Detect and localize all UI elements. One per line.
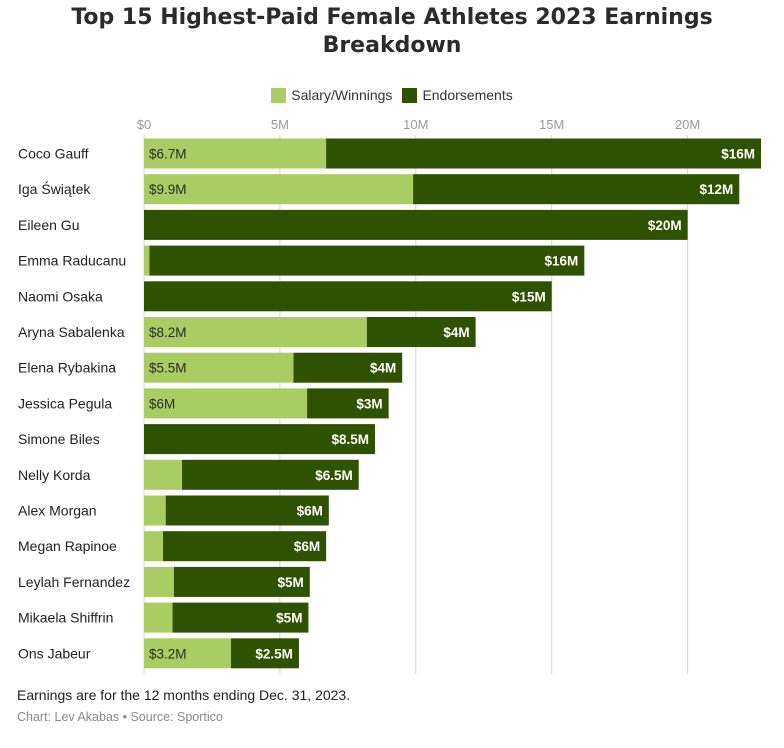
bar-salary-10 [144,495,166,526]
bar-endorsements-3 [149,245,585,276]
data-label-endorsements-6: $4M [370,361,396,376]
data-label-endorsements-2: $20M [648,218,682,233]
bar-endorsements-5 [366,317,476,347]
bar-salary-5 [144,317,367,347]
data-label-salary-14: $3.2M [149,646,187,661]
bar-salary-9 [144,459,183,490]
chart-title: Top 15 Highest-Paid Female Athletes 2023… [71,5,713,58]
data-label-endorsements-9: $6.5M [315,468,353,483]
category-label-9: Nelly Korda [18,467,91,483]
data-label-endorsements-3: $16M [545,254,579,269]
category-label-2: Eileen Gu [18,217,79,233]
bar-endorsements-6 [293,352,403,383]
legend-item-endorsements: Endorsements [402,87,513,103]
bar-endorsements-14 [230,638,299,669]
bar-endorsements-8 [144,424,376,455]
bar-endorsements-4 [144,281,552,312]
bar-salary-14 [144,638,231,669]
legend-label-salary: Salary/Winnings [291,87,393,103]
footnote: Earnings are for the 12 months ending De… [17,687,351,703]
x-tick-label-4: 20M [675,117,700,132]
bar-endorsements-2 [144,209,688,240]
bar-endorsements-9 [182,459,359,490]
data-label-endorsements-12: $5M [278,575,304,590]
data-label-endorsements-1: $12M [699,182,733,197]
data-label-endorsements-14: $2.5M [255,646,293,661]
bar-salary-1 [144,174,414,205]
category-label-11: Megan Rapinoe [18,538,117,554]
data-label-salary-0: $6.7M [149,147,187,162]
bar-endorsements-13 [172,602,309,633]
category-label-7: Jessica Pegula [18,395,112,411]
category-label-5: Aryna Sabalenka [18,324,125,340]
data-label-endorsements-13: $5M [276,611,302,626]
data-label-endorsements-0: $16M [721,147,755,162]
x-tick-label-0: $0 [137,117,151,132]
data-label-endorsements-5: $4M [443,325,469,340]
bar-endorsements-12 [173,566,310,597]
bar-salary-13 [144,602,173,633]
bar-endorsements-10 [165,495,329,526]
chart-credit: Chart: Lev Akabas • Source: Sportico [17,710,223,724]
category-label-14: Ons Jabeur [18,645,91,661]
category-label-13: Mikaela Shiffrin [18,610,113,626]
data-label-endorsements-4: $15M [512,289,546,304]
bar-salary-7 [144,388,308,419]
category-label-0: Coco Gauff [18,146,89,162]
category-label-3: Emma Raducanu [18,253,126,269]
bar-endorsements-1 [413,174,740,205]
bar-salary-12 [144,566,174,597]
legend-swatch-endorsements [402,87,418,103]
category-label-1: Iga Świątek [18,180,91,197]
data-label-salary-6: $5.5M [149,361,187,376]
bar-endorsements-0 [326,138,761,169]
data-label-salary-1: $9.9M [149,182,187,197]
x-tick-label-2: 10M [403,117,428,132]
bar-salary-0 [144,138,327,169]
category-label-8: Simone Biles [18,431,100,447]
data-label-endorsements-11: $6M [294,539,320,554]
category-label-4: Naomi Osaka [18,288,103,304]
bar-endorsements-11 [163,531,327,562]
data-label-salary-5: $8.2M [149,325,187,340]
category-label-10: Alex Morgan [18,503,97,519]
legend-swatch-salary [271,87,287,103]
x-tick-label-1: 5M [271,117,289,132]
bar-salary-11 [144,531,164,562]
data-label-endorsements-8: $8.5M [332,432,370,447]
bar-salary-3 [144,245,150,276]
legend-label-endorsements: Endorsements [422,87,513,103]
bar-salary-6 [144,352,294,383]
data-label-endorsements-7: $3M [356,396,382,411]
legend: Salary/Winnings Endorsements [0,87,784,103]
x-tick-label-3: 15M [539,117,564,132]
bar-endorsements-7 [307,388,389,419]
data-label-endorsements-10: $6M [297,504,323,519]
category-label-12: Leylah Fernandez [18,574,130,590]
category-label-6: Elena Rybakina [18,360,116,376]
legend-item-salary: Salary/Winnings [271,87,392,103]
data-label-salary-7: $6M [149,396,175,411]
